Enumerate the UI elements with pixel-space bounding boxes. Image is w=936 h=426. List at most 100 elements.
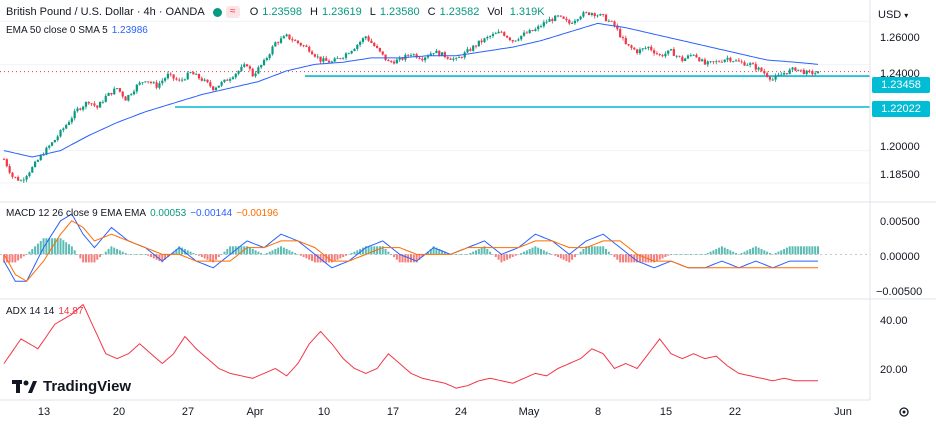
macd-histogram-bar — [99, 254, 102, 258]
adx-pane[interactable] — [3, 303, 818, 389]
candle — [141, 82, 144, 84]
macd-histogram-bar — [104, 251, 107, 255]
macd-histogram-bar — [200, 254, 203, 258]
macd-histogram-bar — [452, 254, 455, 255]
adx-axis-label: 40.00 — [880, 315, 908, 327]
macd-histogram-bar — [330, 254, 333, 263]
macd-histogram-bar — [817, 246, 819, 255]
candle — [339, 58, 342, 59]
macd-histogram-bar — [737, 254, 740, 255]
candle — [590, 13, 593, 15]
ema-legend[interactable]: EMA 50 close 0 SMA 5 1.23986 — [6, 25, 152, 36]
gear-icon[interactable] — [898, 405, 912, 419]
macd-histogram-bar — [749, 248, 752, 255]
date-label: 17 — [386, 406, 400, 418]
candle — [514, 40, 517, 42]
ohlc-l: L 1.23580 — [369, 6, 420, 18]
candle — [356, 44, 359, 49]
macd-histogram-bar — [774, 253, 777, 255]
candle — [661, 55, 664, 57]
candle — [308, 46, 311, 52]
candle — [398, 57, 401, 60]
settings-approx-icon[interactable]: ≈ — [225, 6, 240, 18]
macd-histogram-bar — [672, 254, 675, 255]
candle — [166, 73, 170, 79]
adx-legend[interactable]: ADX 14 14 14.87 — [6, 306, 87, 317]
price-tag-level[interactable]: 1.22022 — [872, 101, 930, 117]
price-tag-level[interactable]: 1.23458 — [872, 77, 930, 93]
macd-histogram-bar — [299, 254, 302, 256]
currency-selector[interactable]: USD ▾ — [878, 9, 908, 21]
macd-histogram-bar — [107, 248, 110, 255]
candle — [316, 56, 319, 58]
candle — [556, 15, 560, 17]
macd-histogram-bar — [613, 254, 616, 258]
candle — [48, 145, 51, 148]
candle — [599, 14, 602, 16]
macd-histogram-bar — [294, 253, 297, 255]
candle — [401, 57, 404, 60]
macd-histogram-bar — [271, 250, 274, 255]
candle — [186, 72, 189, 80]
macd-histogram-bar — [90, 254, 93, 263]
macd-histogram-bar — [692, 254, 695, 255]
candle — [5, 159, 8, 167]
macd-histogram-bar — [508, 254, 511, 259]
macd-axis-label: 0.00000 — [880, 251, 920, 263]
price-pane[interactable] — [0, 10, 870, 183]
candle — [36, 160, 40, 162]
macd-histogram-bar — [316, 254, 319, 263]
candle — [209, 82, 212, 87]
macd-histogram-bar — [658, 254, 661, 260]
macd-histogram-bar — [686, 254, 689, 255]
candle — [325, 58, 328, 61]
macd-histogram-bar — [525, 250, 528, 255]
adx-line — [3, 303, 818, 389]
macd-histogram-bar — [514, 254, 517, 256]
macd-histogram-bar — [141, 254, 144, 255]
candle — [587, 12, 591, 15]
candle — [641, 48, 644, 50]
symbol-title[interactable]: British Pound / U.S. Dollar · 4h · OANDA — [6, 6, 205, 18]
macd-histogram-bar — [42, 238, 45, 255]
macd-histogram-bar — [596, 246, 599, 255]
candle — [214, 87, 218, 91]
candle — [712, 61, 715, 63]
macd-pane[interactable] — [0, 213, 870, 282]
candle — [421, 58, 424, 61]
macd-histogram-bar — [506, 254, 509, 260]
candle — [505, 35, 509, 38]
macd-legend[interactable]: MACD 12 26 close 9 EMA EMA 0.00053 −0.00… — [6, 208, 282, 219]
candle — [279, 38, 283, 43]
candle — [319, 56, 322, 62]
macd-histogram-bar — [237, 246, 240, 255]
macd-histogram-bar — [138, 254, 141, 255]
tradingview-logo[interactable]: TradingView — [12, 378, 131, 395]
candle — [234, 73, 237, 78]
macd-histogram-bar — [540, 248, 543, 255]
macd-histogram-bar — [206, 254, 209, 260]
macd-histogram-bar — [565, 254, 568, 262]
currency-label: USD — [878, 9, 902, 21]
macd-histogram-bar — [195, 254, 198, 255]
macd-histogram-bar — [421, 254, 424, 258]
macd-histogram-bar — [364, 246, 367, 255]
macd-histogram-bar — [322, 254, 325, 263]
candle — [483, 38, 486, 43]
candle — [619, 29, 622, 38]
candle — [299, 42, 302, 46]
candle — [260, 65, 263, 68]
candle — [797, 69, 800, 71]
candle — [542, 22, 545, 27]
macd-histogram-bar — [751, 247, 754, 255]
candle — [548, 19, 551, 22]
candle — [367, 36, 370, 41]
macd-histogram-bar — [432, 246, 435, 255]
macd-histogram-bar — [166, 254, 169, 258]
macd-histogram-bar — [34, 246, 37, 255]
candle — [432, 53, 435, 54]
macd-histogram-bar — [542, 250, 545, 255]
candle — [760, 67, 763, 72]
candle — [638, 49, 642, 54]
